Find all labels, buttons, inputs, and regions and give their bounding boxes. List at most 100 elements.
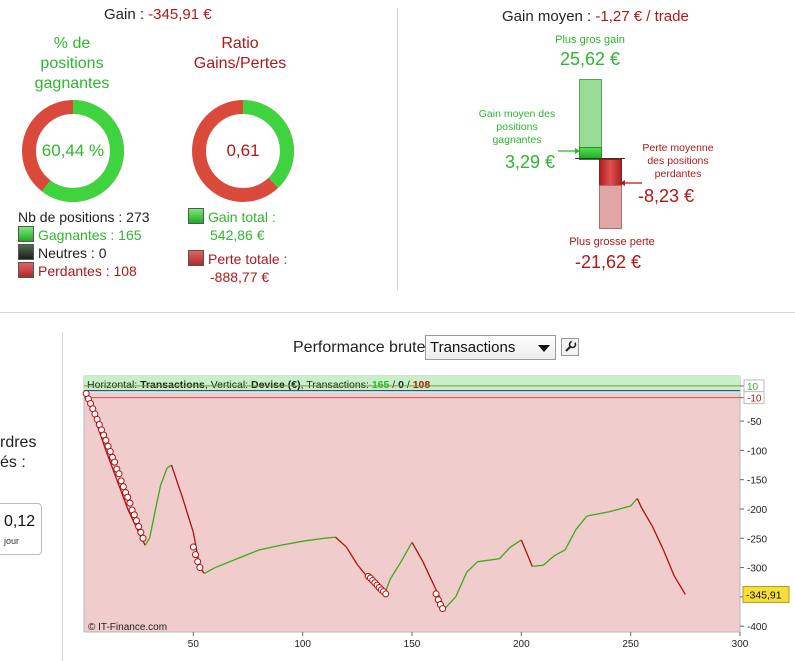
gain-label: Gain :: [104, 6, 149, 23]
series-segment: [455, 571, 468, 598]
chart-background: [83, 375, 741, 633]
gain-moyen-label: Gain moyen :: [502, 8, 596, 25]
loss-marker: [196, 564, 204, 572]
series-segment: [630, 497, 638, 507]
nb-positions: Nb de positions : 273: [18, 209, 150, 225]
y-tick-label: -400: [747, 622, 767, 633]
ratio-value: 0,61: [226, 141, 260, 160]
series-segment: [662, 549, 676, 577]
gain-moyen-value: -1,27 € / trade: [595, 8, 689, 25]
vertical-divider: [397, 8, 398, 290]
y-tick-label: -300: [747, 564, 767, 575]
plus-gros-gain-value: 25,62 €: [559, 49, 621, 69]
green-square-icon: [188, 208, 204, 224]
series-segment: [564, 529, 577, 551]
x-tick-label: 300: [732, 639, 749, 650]
ratio-donut: [192, 100, 294, 202]
loss-marker: [132, 517, 140, 525]
plus-gros-gain-label: Plus gros gain: [555, 34, 625, 46]
zero-line: [575, 158, 625, 159]
pct-donut: [22, 100, 124, 202]
arrow-right-icon: [558, 148, 580, 154]
series-segment: [608, 505, 631, 513]
red-square-icon: [18, 262, 34, 278]
loss-marker: [130, 511, 138, 519]
pct-donut-green: [22, 100, 124, 202]
series-segment: [553, 549, 566, 557]
loss-marker: [382, 590, 390, 598]
loss-marker: [135, 523, 143, 531]
y-tick-label: -200: [747, 505, 767, 516]
dark-square-icon: [18, 244, 34, 260]
gain-total-label: Gain total :: [208, 209, 276, 225]
series-segment: [636, 498, 643, 509]
chevron-down-icon: [538, 345, 550, 352]
loss-marker: [119, 483, 127, 491]
y-tick-label: -150: [747, 476, 767, 487]
perte-moyenne-value: -8,23 €: [637, 186, 695, 206]
series-segment: [236, 549, 260, 560]
series-segment: [148, 505, 157, 539]
ratio-donut-green: [192, 100, 294, 202]
series-segment: [302, 537, 325, 542]
loss-bar-light: [599, 185, 622, 229]
gain-moyen-pos-value: 3,29 €: [504, 152, 556, 172]
series-segment: [586, 511, 609, 517]
gain-value: -345,91 €: [148, 6, 212, 23]
chart-info: Horizontal: Transactions, Vertical: Devi…: [87, 379, 430, 391]
series-segment: [181, 497, 194, 533]
series-segment: [641, 507, 654, 527]
pct-value: 60,44 %: [41, 141, 105, 160]
gain-moyen-header: Gain moyen : -1,27 € / trade: [502, 8, 689, 25]
series-segment: [400, 542, 413, 563]
series-segment: [411, 542, 424, 563]
gain-moyen-pos-label: Gain moyen des positions gagnantes: [478, 108, 556, 146]
totals-legend: Gain total : 542,86 € Perte totale : -88…: [188, 208, 287, 286]
gain-bar-avg: [579, 147, 602, 160]
loss-marker: [139, 534, 147, 542]
series-segment: [466, 561, 479, 573]
y-tick-label: -50: [747, 417, 762, 428]
series-segment: [280, 540, 303, 546]
pct-title: % de positions gagnantes: [34, 35, 110, 92]
series-segment: [335, 536, 347, 548]
loss-marker: [106, 448, 114, 456]
plus-grosse-perte-label: Plus grosse perte: [569, 236, 655, 248]
gagnantes-text: Gagnantes : 165: [38, 227, 142, 243]
y-tick-label: -10: [747, 394, 762, 405]
wrench-icon: [565, 339, 577, 352]
performance-chart: Horizontal: Transactions, Vertical: Devi…: [82, 375, 790, 650]
y-tick-label: 10: [747, 382, 759, 393]
series-segment: [385, 579, 391, 592]
left-cut-value: 0,12: [4, 513, 36, 530]
legend-neutres: Neutres : 0: [18, 244, 150, 262]
series-segment: [575, 515, 588, 530]
horizontal-divider: [0, 312, 795, 313]
x-tick-label: 200: [513, 639, 530, 650]
left-cut-line2: és :: [0, 454, 26, 471]
series-segment: [532, 564, 544, 568]
series-segment: [159, 467, 168, 486]
positions-legend: Nb de positions : 273 Gagnantes : 165 Ne…: [18, 208, 150, 280]
loss-bar-avg: [599, 159, 622, 187]
gain-total-value: 542,86 €: [210, 227, 265, 243]
ratio-title: Ratio Gains/Pertes: [193, 35, 287, 72]
perte-moyenne-label: Perte moyenne des positions perdantes: [642, 142, 714, 180]
loss-marker: [432, 590, 440, 598]
loss-marker: [117, 477, 125, 485]
loss-marker: [192, 551, 200, 559]
series-segment: [214, 558, 238, 569]
left-cut-box: 0,12 jour: [0, 503, 42, 555]
left-cut-unit: jour: [4, 536, 20, 546]
gain-header: Gain : -345,91 €: [104, 6, 212, 23]
series-segment: [542, 555, 555, 566]
series-segment: [477, 558, 500, 563]
settings-button[interactable]: [561, 338, 579, 356]
last-value-label: -345,91: [746, 589, 782, 601]
series-segment: [324, 536, 336, 539]
series-segment: [422, 561, 435, 586]
x-tick-label: 150: [404, 639, 421, 650]
series-segment: [651, 526, 665, 551]
loss-marker: [126, 499, 134, 507]
transactions-select[interactable]: Transactions: [425, 335, 556, 360]
